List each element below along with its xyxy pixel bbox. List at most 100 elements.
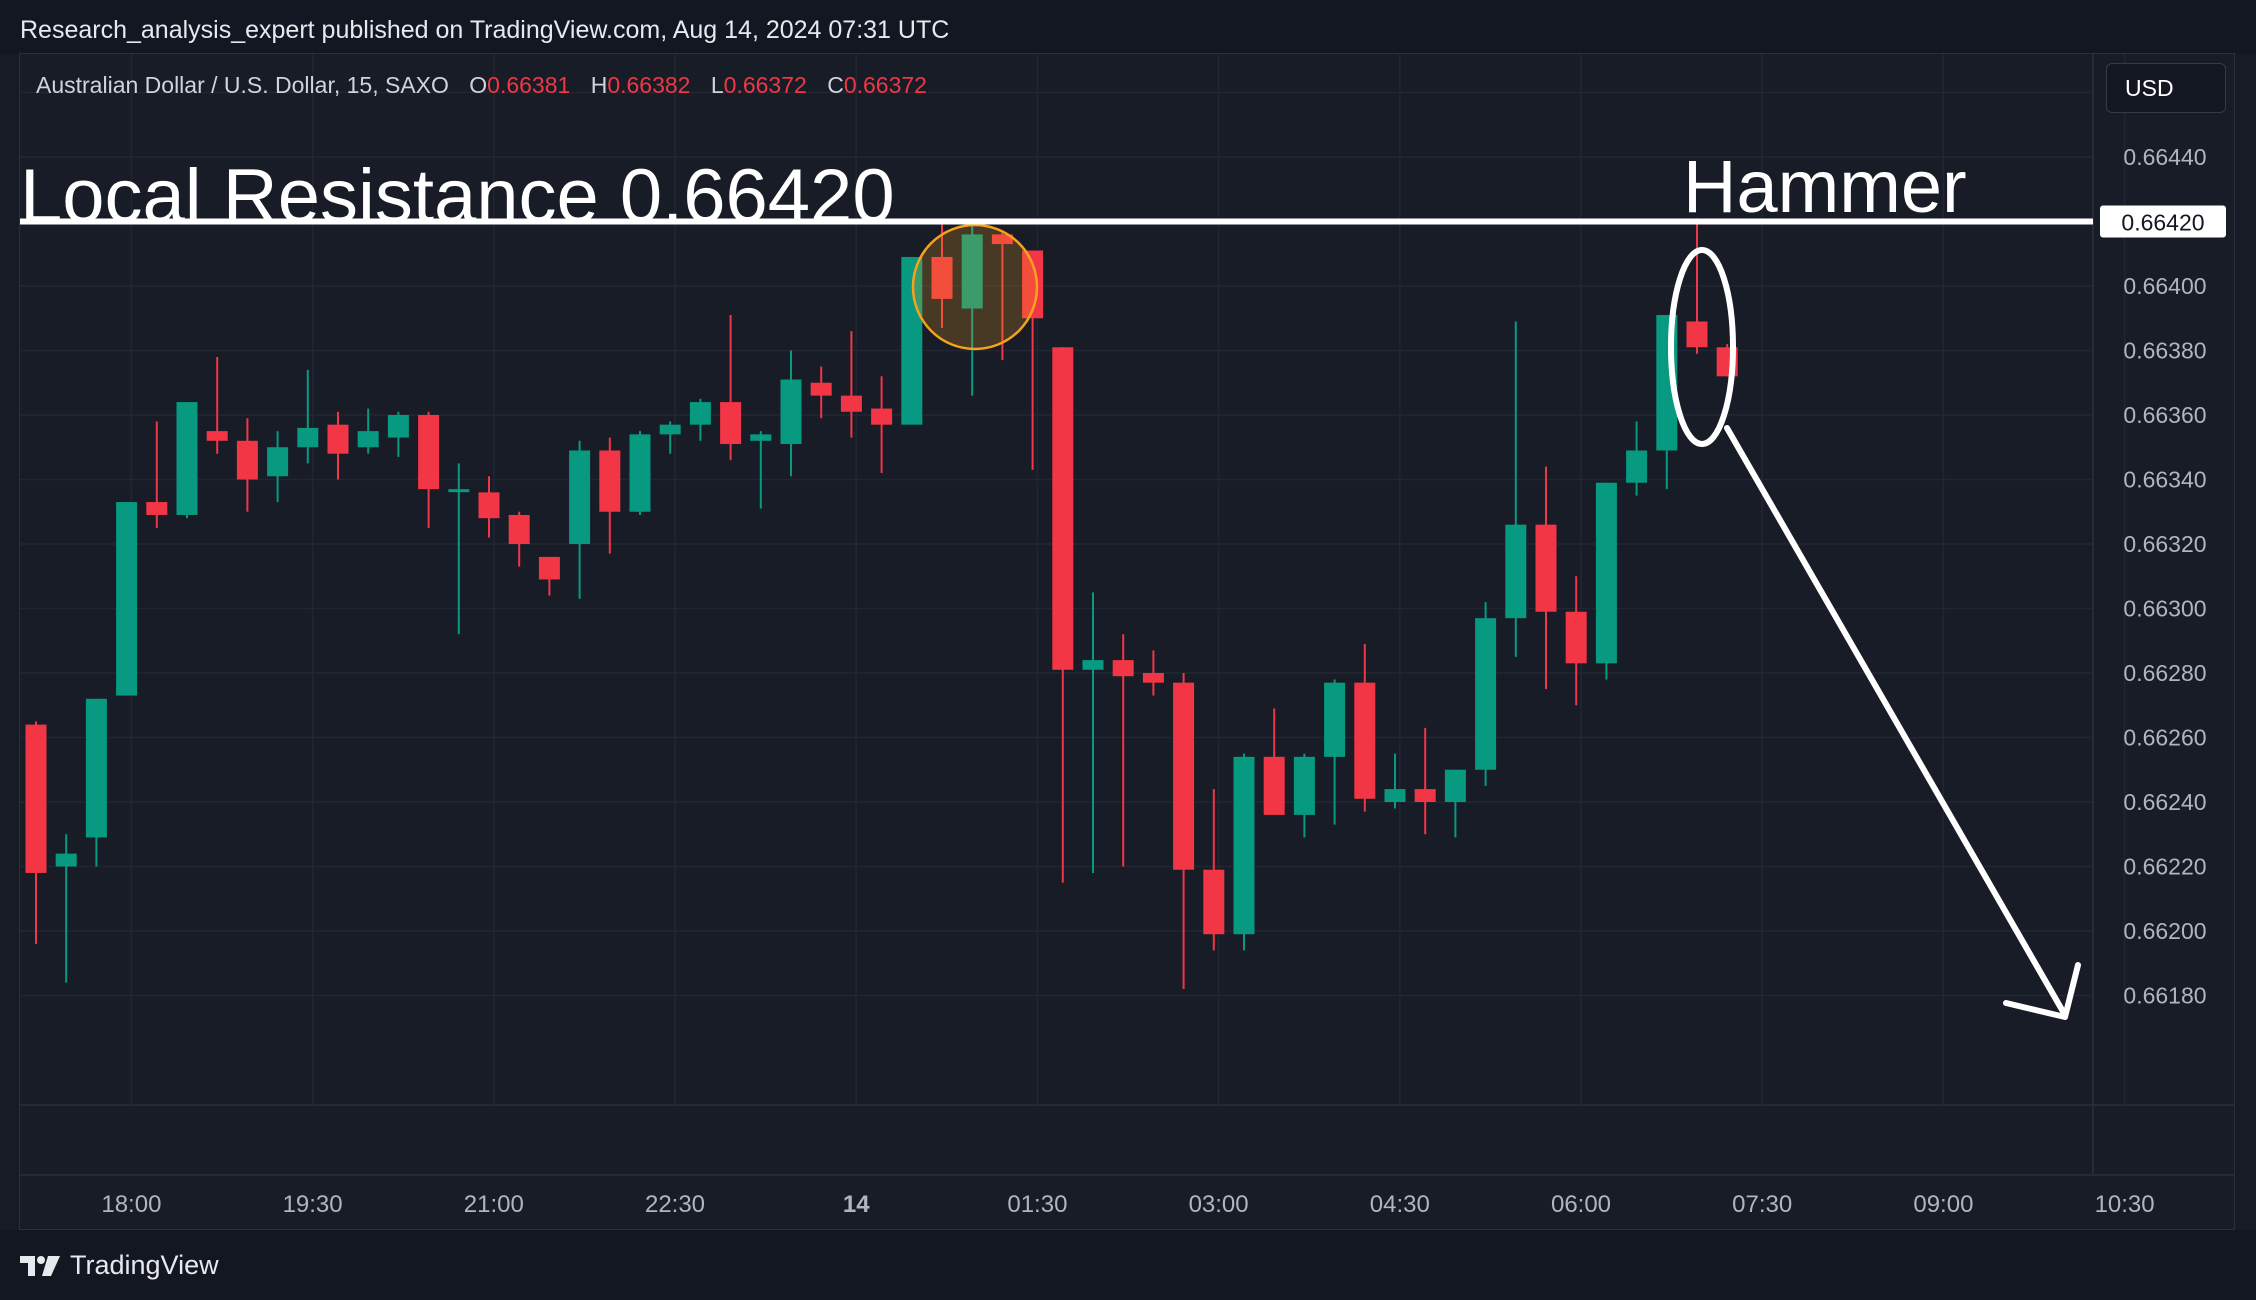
candle-up (448, 463, 470, 635)
candle-up (1505, 321, 1527, 657)
hammer-label: Hammer (1683, 145, 1967, 228)
candle-body (689, 402, 711, 425)
candle-body (1535, 524, 1557, 612)
candle-body (599, 450, 621, 512)
close-label: C (827, 72, 844, 98)
candle-down (508, 511, 530, 567)
candle-down (991, 231, 1013, 361)
bearish-arrow-shaft (1724, 425, 2068, 1018)
candle-body (1354, 682, 1376, 799)
x-tick-label: 09:00 (1913, 1191, 1973, 1218)
candle-up (1444, 769, 1466, 838)
low-value: 0.66372 (723, 72, 807, 98)
candle-body (327, 424, 349, 454)
candle-body (1052, 347, 1074, 670)
y-tick-label: 0.66240 (2123, 789, 2206, 815)
candle-down (931, 221, 953, 328)
candle-body (1444, 769, 1466, 802)
candle-up (1475, 602, 1497, 786)
candle-body (176, 402, 198, 515)
top-bar: Research_analysis_expert published on Tr… (0, 0, 2256, 54)
x-tick-label: 03:00 (1189, 1191, 1249, 1218)
close-value: 0.66372 (843, 72, 927, 98)
resistance-label: Local Resistance 0.66420 (20, 154, 895, 239)
candle-up (1626, 421, 1648, 496)
candle-up (55, 834, 77, 983)
candle-body (146, 502, 168, 515)
candle-body (1505, 524, 1527, 619)
candle-body (206, 431, 228, 441)
candle-up (1595, 482, 1617, 680)
y-tick-label: 0.66300 (2123, 596, 2206, 622)
x-tick-label: 14 (843, 1191, 870, 1218)
x-tick-label: 21:00 (464, 1191, 524, 1218)
candle-down (720, 315, 742, 461)
candle-down (478, 476, 500, 538)
candle-down (236, 418, 258, 512)
candle-body (1022, 250, 1044, 319)
candle-up (267, 431, 289, 503)
low-label: L (710, 72, 724, 98)
candle-up (297, 369, 319, 464)
candle-body (25, 724, 47, 873)
y-tick-label: 0.66340 (2123, 467, 2206, 493)
candle-up (1293, 753, 1315, 838)
x-tick-label: 22:30 (645, 1191, 705, 1218)
price-axis[interactable]: 0.664600.664400.664000.663800.663600.663… (2123, 80, 2206, 1009)
candle-down (1112, 634, 1134, 867)
candle-body (1595, 482, 1617, 664)
time-axis[interactable]: 18:00 19:30 21:00 22:30 14 01:30 03:00 04:30 06:… (101, 1191, 2154, 1218)
brand-name: TradingView (70, 1250, 219, 1280)
candle-body (1142, 673, 1164, 683)
y-tick-label: 0.66380 (2123, 338, 2206, 364)
y-tick-label: 0.66220 (2123, 854, 2206, 880)
candle-body (659, 424, 681, 435)
candle-up (176, 402, 198, 519)
candle-up (780, 350, 802, 477)
candle-body (750, 434, 772, 441)
candle-body (780, 379, 802, 445)
x-tick-label: 19:30 (283, 1191, 343, 1218)
y-tick-label: 0.66320 (2123, 531, 2206, 557)
tradingview-brand[interactable]: TradingView (20, 1250, 219, 1281)
candles (25, 218, 1738, 990)
candle-body (267, 447, 289, 477)
candle-body (840, 395, 862, 412)
x-tick-label: 07:30 (1732, 1191, 1792, 1218)
candle-up (629, 431, 651, 515)
chart-frame[interactable] (19, 53, 2235, 1230)
candle-down (1142, 650, 1164, 696)
tradingview-logo-icon (20, 1255, 60, 1276)
candle-body (871, 408, 893, 425)
hammer-highlight-ellipse (1668, 247, 1736, 447)
currency-button[interactable]: USD (2106, 63, 2226, 113)
candle-body (1626, 450, 1648, 483)
candle-down (871, 376, 893, 474)
candle-down (1535, 466, 1557, 690)
candle-body (418, 415, 440, 490)
candle-body (1203, 869, 1225, 935)
candle-down (1052, 347, 1074, 883)
y-tick-label: 0.66280 (2123, 660, 2206, 686)
candle-up (1324, 679, 1346, 825)
candle-body (1173, 682, 1195, 870)
candle-down (1686, 218, 1708, 354)
candle-up (1384, 753, 1406, 809)
y-tick-label: 0.66440 (2123, 144, 2206, 170)
candle-down (1203, 789, 1225, 951)
candle-body (508, 514, 530, 544)
candle-down (1173, 673, 1195, 990)
candle-down (810, 366, 832, 419)
candle-body (961, 234, 983, 309)
candle-down (538, 556, 560, 596)
candle-up (85, 698, 107, 867)
candle-down (1022, 250, 1044, 470)
candle-body (901, 256, 923, 425)
candle-body (1384, 789, 1406, 802)
candle-body (478, 492, 500, 519)
candle-body (1293, 756, 1315, 815)
candle-down (327, 411, 349, 480)
candle-body (1686, 321, 1708, 348)
candle-up (569, 440, 591, 599)
